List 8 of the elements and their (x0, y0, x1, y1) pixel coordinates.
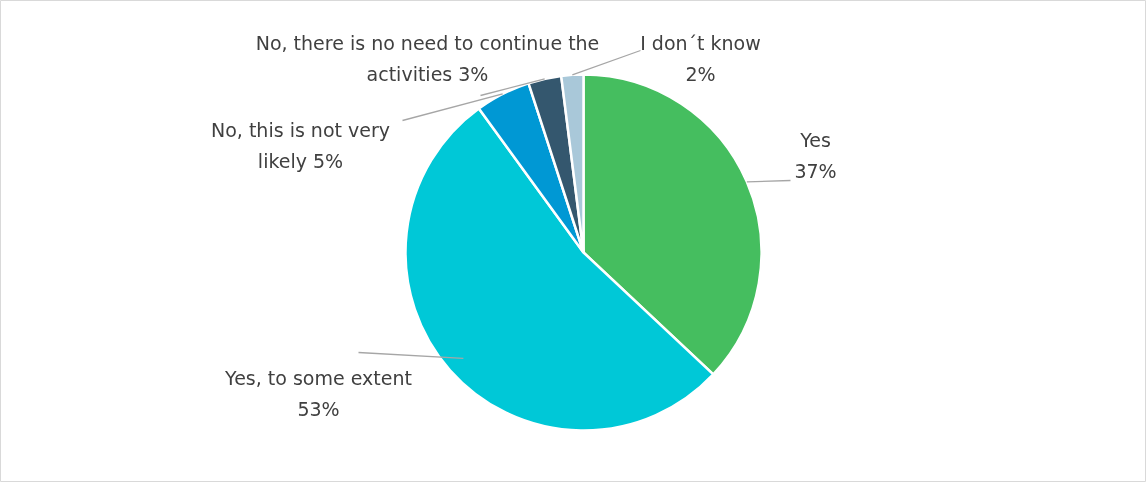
slice-label: Yes, to some extent (224, 367, 412, 389)
slice-label: Yes (799, 129, 831, 151)
slice-label: No, this is not very likely 5% (211, 119, 391, 172)
slice-label: No, there is no need to continue the activities 3% (255, 32, 600, 85)
data-label: 37% (794, 160, 837, 182)
data-label: 2% (685, 63, 716, 85)
data-label: 53% (297, 398, 340, 420)
slice-label: I don´t know (640, 32, 761, 54)
